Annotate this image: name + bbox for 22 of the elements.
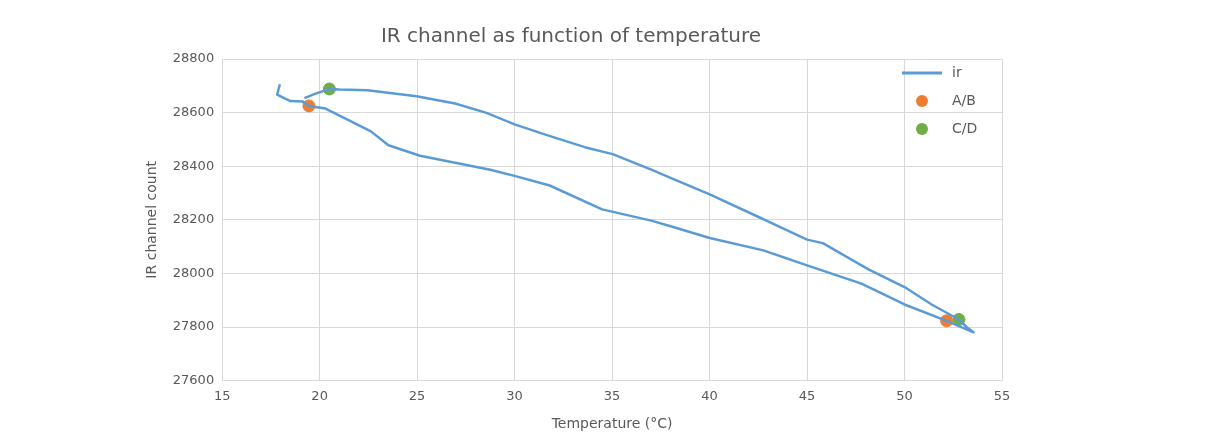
chart-title: IR channel as function of temperature [380,23,762,48]
legend-label: ir [952,63,962,80]
x-axis-title: Temperature (°C) [550,415,673,432]
y-axis-title: IR channel count [143,160,160,279]
y-tick-label: 28200 [172,211,215,227]
x-tick-label: 50 [896,387,913,403]
x-tick-label: 40 [701,387,718,403]
y-tick-label: 27600 [172,371,215,387]
legend-label: A/B [952,91,976,108]
legend-label: C/D [952,119,978,136]
y-tick-label: 28800 [172,50,215,66]
y-tick-label: 28000 [172,264,215,280]
y-tick-label: 28400 [172,157,215,173]
y-tick-label: 27800 [172,318,215,334]
x-tick-label: 30 [506,387,523,403]
x-tick-label: 20 [311,387,328,403]
y-tick-label: 28600 [172,103,215,119]
x-tick-label: 45 [798,387,816,403]
x-tick-label: 25 [408,387,426,403]
x-tick-label: 55 [993,387,1011,403]
x-tick-label: 15 [213,387,231,403]
x-tick-label: 35 [603,387,621,403]
